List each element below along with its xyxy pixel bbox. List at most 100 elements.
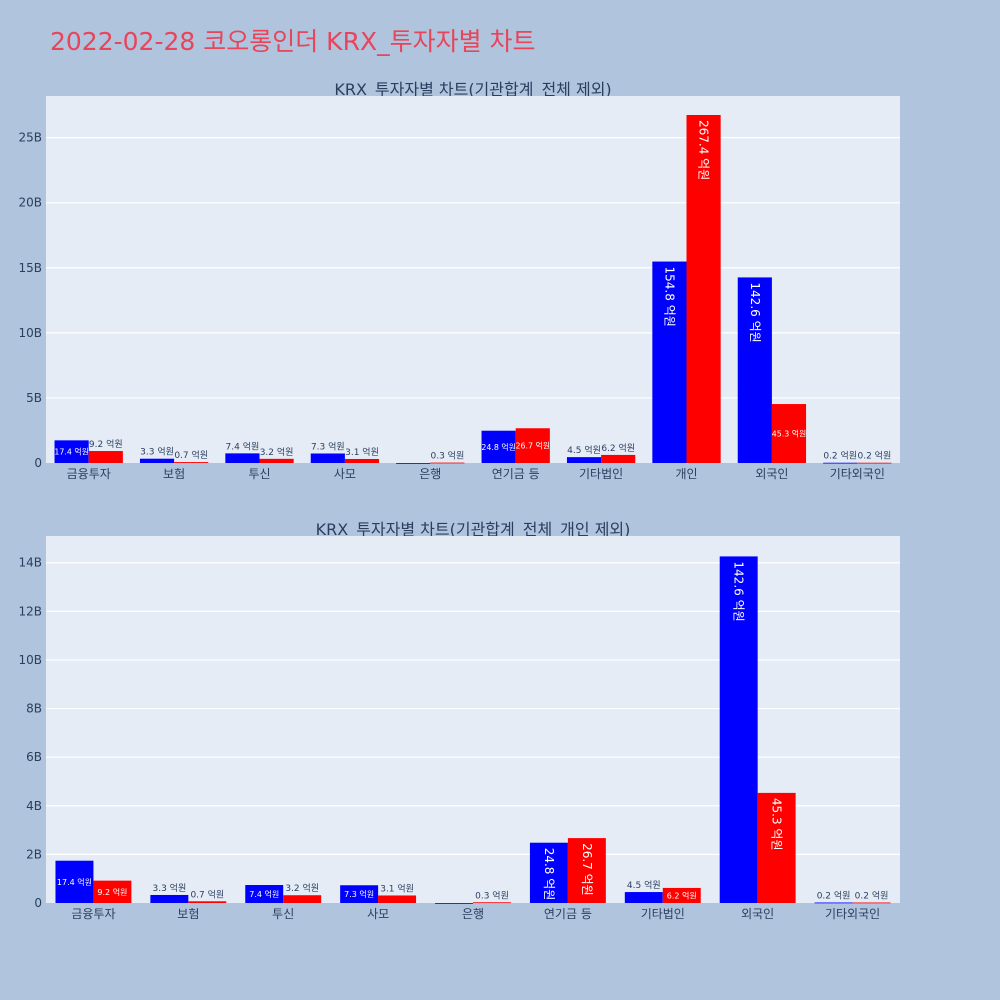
bar — [340, 885, 379, 903]
bar — [54, 440, 89, 463]
bar — [757, 792, 796, 903]
category-label: 기타외국인 — [825, 907, 880, 921]
page-title: 2022-02-28 코오롱인더 KRX_투자자별 차트 — [50, 27, 536, 56]
plot-area: 0 5B 10B 15B 20B 25B 금융투자 보험 투신 사모 은행 연기금 등 기타법인 개인 외국… — [18, 96, 900, 481]
category-label: 연기금 등 — [544, 907, 592, 921]
y-tick-label: 2B — [26, 847, 42, 861]
y-tick-label: 25B — [18, 131, 42, 145]
bar — [624, 892, 663, 903]
bar — [174, 462, 209, 463]
category-label: 금융투자 — [67, 467, 111, 481]
data-label: 3.2 억원 — [260, 446, 294, 458]
data-label: 0.7 억원 — [190, 888, 224, 900]
y-tick-label: 0 — [34, 896, 42, 910]
bar — [515, 428, 550, 463]
data-label: 267.4 억원 — [697, 120, 711, 180]
data-label: 26.7 억원 — [516, 441, 550, 451]
y-tick-label: 5B — [26, 391, 42, 405]
bar — [139, 458, 175, 463]
data-label: 9.2 억원 — [89, 438, 123, 450]
bar — [567, 838, 606, 903]
bar — [378, 895, 417, 903]
data-label: 6.2 억원 — [667, 890, 697, 900]
bar — [566, 457, 602, 463]
category-label: 사모 — [367, 907, 389, 921]
category-label: 금융투자 — [71, 907, 115, 921]
bar — [396, 463, 431, 464]
category-label: 연기금 등 — [492, 467, 540, 481]
data-label: 17.4 억원 — [54, 447, 88, 457]
data-label: 142.6 억원 — [732, 561, 746, 621]
bar — [814, 902, 853, 904]
data-label: 0.3 억원 — [431, 450, 465, 462]
data-label: 7.3 억원 — [311, 440, 345, 452]
y-tick-label: 15B — [18, 261, 42, 275]
data-label: 3.3 억원 — [152, 882, 186, 894]
y-tick-label: 6B — [26, 750, 42, 764]
data-label: 7.3 억원 — [344, 889, 374, 899]
category-label: 보험 — [177, 907, 199, 921]
bar — [737, 277, 772, 463]
bar — [150, 894, 189, 903]
category-label: 외국인 — [755, 467, 788, 481]
bar — [529, 842, 568, 903]
data-label: 26.7 억원 — [580, 843, 594, 896]
bar — [245, 885, 284, 903]
bar — [93, 880, 132, 903]
data-label: 4.5 억원 — [567, 444, 601, 456]
category-label: 외국인 — [741, 907, 774, 921]
data-label: 7.4 억원 — [249, 889, 279, 899]
bar — [188, 901, 227, 903]
bar — [852, 902, 891, 904]
bar — [55, 860, 94, 903]
data-label: 45.3 억원 — [770, 798, 784, 851]
bar — [225, 453, 260, 463]
plot-area: 0 2B 4B 6B 8B 10B 12B 14B 금융투자 보험 투신 사모 은행 연기금 등 기타법인 외… — [18, 536, 900, 921]
data-label: 0.3 억원 — [475, 889, 509, 901]
data-label: 3.1 억원 — [380, 882, 414, 894]
data-label: 0.2 억원 — [823, 450, 857, 462]
data-label: 24.8 억원 — [481, 442, 515, 452]
data-label: 4.5 억원 — [627, 879, 661, 891]
y-tick-label: 20B — [18, 196, 42, 210]
bar — [601, 454, 636, 463]
data-label: 17.4 억원 — [57, 877, 92, 887]
bar — [88, 451, 123, 463]
chart-institutional-excluded: KRX_투자자별 차트(기관합계_전체 제외) 0 5B 10B 15B 20B 25B 금… — [18, 80, 900, 481]
bar — [857, 462, 892, 464]
bar — [823, 462, 858, 464]
category-label: 은행 — [419, 466, 441, 481]
bar — [259, 458, 294, 463]
data-label: 7.4 억원 — [226, 440, 260, 452]
category-label: 은행 — [462, 906, 484, 921]
chart-title: KRX_투자자별 차트(기관합계_전체_개인 제외) — [316, 520, 631, 540]
bar — [652, 261, 687, 463]
data-label: 3.1 억원 — [345, 446, 379, 458]
bar — [686, 115, 721, 464]
data-label: 9.2 억원 — [97, 887, 127, 897]
bar — [430, 462, 465, 464]
y-tick-label: 10B — [18, 326, 42, 340]
y-tick-label: 8B — [26, 702, 42, 716]
bar — [481, 430, 516, 463]
bar — [283, 895, 322, 903]
chart-title: KRX_투자자별 차트(기관합계_전체 제외) — [334, 80, 611, 100]
bar — [473, 902, 511, 904]
data-label: 0.2 억원 — [858, 450, 892, 462]
chart-institutional-individual-excluded: KRX_투자자별 차트(기관합계_전체_개인 제외) 0 2B 4B 6B 8B 10B 1… — [18, 520, 900, 921]
data-label: 142.6 억원 — [748, 282, 762, 342]
y-tick-label: 0 — [34, 456, 42, 470]
category-label: 투신 — [248, 467, 270, 481]
category-label: 기타법인 — [579, 467, 623, 481]
category-label: 보험 — [163, 467, 185, 481]
bar — [771, 404, 807, 463]
y-tick-label: 14B — [18, 556, 42, 570]
bar — [344, 458, 380, 463]
data-label: 3.2 억원 — [285, 882, 319, 894]
category-label: 개인 — [675, 467, 697, 481]
bar — [435, 903, 473, 904]
y-tick-label: 12B — [18, 604, 42, 618]
category-label: 기타외국인 — [830, 467, 885, 481]
data-label: 0.2 억원 — [855, 890, 889, 902]
category-label: 기타법인 — [641, 907, 685, 921]
